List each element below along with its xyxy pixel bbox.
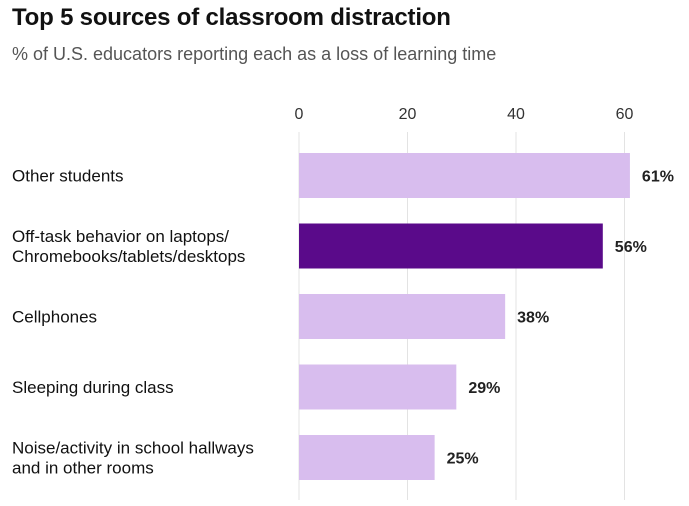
category-label: Noise/activity in school hallways and in …	[12, 439, 254, 478]
data-label: 38%	[517, 310, 549, 327]
bar	[299, 294, 506, 339]
bars	[299, 153, 630, 480]
bar	[299, 223, 603, 269]
category-label: Sleeping during class	[12, 378, 174, 397]
bar	[299, 153, 630, 198]
x-axis-ticks: 0 20 40 60	[295, 106, 634, 123]
x-tick-label: 0	[295, 106, 304, 123]
bar	[299, 364, 457, 410]
data-label: 61%	[642, 169, 674, 186]
data-label: 25%	[447, 451, 479, 468]
x-tick-label: 40	[507, 106, 525, 123]
category-labels: Other students Off-task behavior on lapto…	[12, 167, 254, 478]
value-labels: 61% 56% 38% 29% 25%	[447, 169, 674, 468]
x-tick-label: 60	[616, 106, 634, 123]
chart-subtitle: % of U.S. educators reporting each as a …	[12, 44, 497, 64]
category-label: Other students	[12, 167, 124, 186]
x-tick-label: 20	[399, 106, 417, 123]
category-label: Off-task behavior on laptops/Chromebooks…	[12, 227, 245, 266]
chart-title: Top 5 sources of classroom distraction	[12, 4, 451, 31]
data-label: 29%	[468, 380, 500, 397]
bar	[299, 435, 435, 480]
data-label: 56%	[615, 239, 647, 256]
category-label: Cellphones	[12, 308, 97, 327]
